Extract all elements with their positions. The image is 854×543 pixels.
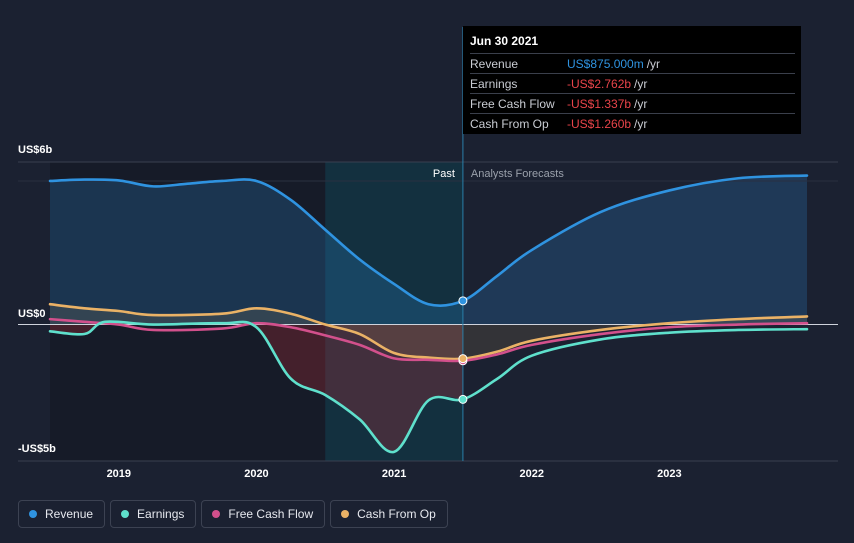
tooltip-value: -US$1.337b bbox=[567, 96, 632, 111]
forecast-label: Analysts Forecasts bbox=[471, 168, 564, 180]
tooltip-unit: /yr bbox=[646, 56, 661, 71]
x-tick-label: 2023 bbox=[657, 468, 681, 480]
tooltip-unit: /yr bbox=[634, 76, 648, 91]
y-axis-top-label: US$6b bbox=[18, 144, 53, 156]
tooltip-value: -US$2.762b bbox=[567, 76, 632, 91]
y-axis-zero-label: US$0 bbox=[18, 308, 46, 320]
legend-item-revenue[interactable]: Revenue bbox=[18, 500, 106, 528]
x-tick-label: 2021 bbox=[382, 468, 406, 480]
legend-dot-icon bbox=[29, 510, 37, 518]
data-point-revenue bbox=[458, 296, 468, 306]
legend-item-earnings[interactable]: Earnings bbox=[110, 500, 197, 528]
x-tick-label: 2022 bbox=[519, 468, 543, 480]
tooltip-value: -US$1.260b bbox=[567, 116, 632, 131]
series-line-revenue bbox=[48, 174, 809, 307]
past-label: Past bbox=[433, 168, 455, 180]
legend-dot-icon bbox=[341, 510, 350, 518]
tooltip-value: US$875.000m bbox=[567, 56, 644, 71]
earnings-negative-area bbox=[50, 321, 463, 453]
legend-item-cash-from-op[interactable]: Cash From Op bbox=[330, 500, 448, 528]
tooltip-row-earnings: Earnings -US$2.762b /yr bbox=[470, 74, 795, 94]
series-line-free-cash-flow bbox=[48, 317, 809, 363]
chart-legend: Revenue Earnings Free Cash Flow Cash Fro… bbox=[18, 500, 448, 528]
tooltip-row-revenue: Revenue US$875.000m /yr bbox=[470, 54, 795, 74]
legend-dot-icon bbox=[121, 510, 130, 518]
y-axis-bottom-label: -US$5b bbox=[18, 443, 56, 455]
legend-label: Earnings bbox=[137, 507, 185, 521]
data-tooltip: Jun 30 2021 Revenue US$875.000m /yr Earn… bbox=[463, 26, 801, 134]
series-line-earnings bbox=[48, 320, 809, 454]
tooltip-label: Revenue bbox=[470, 56, 519, 71]
tooltip-row-cash-from-op: Cash From Op -US$1.260b /yr bbox=[470, 114, 795, 133]
x-tick-label: 2020 bbox=[244, 468, 268, 480]
tooltip-row-free-cash-flow: Free Cash Flow -US$1.337b /yr bbox=[470, 94, 795, 114]
legend-label: Cash From Op bbox=[357, 507, 436, 521]
data-point-cash-from-op bbox=[458, 354, 468, 364]
tooltip-date: Jun 30 2021 bbox=[470, 34, 795, 54]
legend-label: Revenue bbox=[45, 507, 94, 521]
tooltip-unit: /yr bbox=[634, 116, 648, 131]
tooltip-unit: /yr bbox=[634, 96, 648, 111]
cash-from-op-area bbox=[50, 304, 807, 360]
legend-item-free-cash-flow[interactable]: Free Cash Flow bbox=[201, 500, 326, 528]
revenue-area bbox=[50, 175, 807, 325]
tooltip-label: Free Cash Flow bbox=[470, 96, 555, 111]
legend-label: Free Cash Flow bbox=[228, 507, 314, 521]
data-point-earnings bbox=[458, 394, 468, 404]
series-line-cash-from-op bbox=[48, 302, 809, 361]
tooltip-label: Earnings bbox=[470, 76, 518, 91]
tooltip-label: Cash From Op bbox=[470, 116, 549, 131]
x-tick-label: 2019 bbox=[107, 468, 131, 480]
legend-dot-icon bbox=[212, 510, 221, 518]
